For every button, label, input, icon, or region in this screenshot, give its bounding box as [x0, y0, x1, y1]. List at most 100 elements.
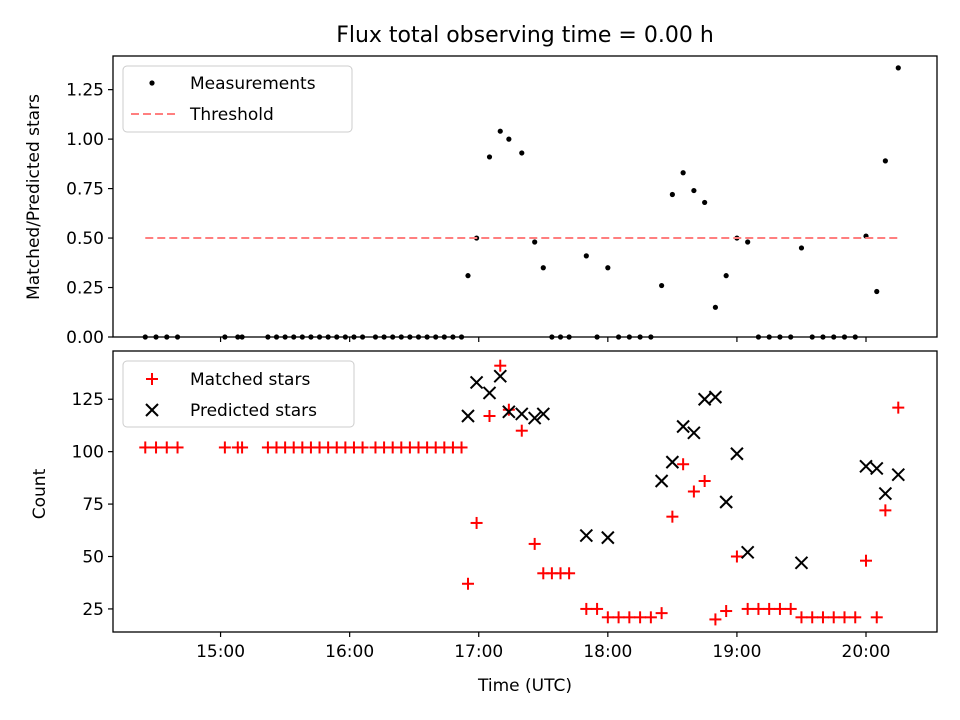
predicted-star-point	[859, 459, 873, 474]
top-legend: Measurements Threshold	[122, 65, 353, 133]
top-y-tick-label: 0.50	[66, 229, 104, 249]
matched-star-point	[698, 475, 711, 488]
x-tick-label: 18:00	[583, 642, 632, 662]
legend-label-threshold: Threshold	[189, 105, 274, 125]
predicted-star-point	[719, 495, 733, 509]
matched-star-point	[816, 611, 829, 624]
predicted-star-point	[665, 455, 680, 469]
matched-star-point	[528, 537, 541, 550]
matched-star-point	[455, 441, 468, 454]
x-tick-label: 15:00	[196, 642, 245, 662]
matched-star-point	[827, 611, 840, 624]
bottom-legend: Matched stars Predicted stars	[122, 360, 355, 428]
ratio-panel: Flux total observing time = 0.00 h Match…	[24, 23, 938, 348]
matched-star-point	[644, 611, 657, 624]
top-axes-frame	[112, 55, 938, 338]
predicted-star-point	[740, 545, 755, 560]
matched-star-point	[879, 504, 892, 517]
measurement-point	[895, 65, 901, 71]
predicted-star-point	[469, 375, 484, 390]
predicted-star-point	[870, 461, 884, 476]
measurement-point	[691, 187, 697, 194]
legend-label-matched: Matched stars	[190, 370, 310, 390]
chart-title: Flux total observing time = 0.00 h	[336, 23, 714, 48]
measurement-point	[605, 265, 611, 271]
matched-star-point	[150, 441, 163, 454]
top-y-tick-label: 0.25	[66, 279, 104, 299]
matched-star-point	[666, 510, 679, 523]
legend-label-measurements: Measurements	[190, 74, 316, 94]
bottom-y-tick-label: 25	[82, 600, 104, 620]
matched-star-point	[720, 605, 733, 618]
bottom-y-tick-label: 50	[82, 548, 104, 568]
matched-star-point	[752, 602, 765, 615]
measurement-point	[669, 191, 675, 198]
matched-star-point	[218, 441, 231, 454]
top-y-axis-label: Matched/Predicted stars	[24, 94, 44, 300]
measurement-point	[506, 136, 512, 142]
predicted-star-point	[527, 411, 542, 425]
count-panel: Count Time (UTC) 25 50 75 100 125 15:00 16:00 1…	[30, 350, 938, 696]
bottom-plot-marks	[139, 359, 905, 626]
x-tick-label: 16:00	[325, 642, 374, 662]
predicted-star-point	[536, 407, 550, 421]
matched-star-point	[580, 602, 593, 615]
x-tick-label: 20:00	[842, 642, 891, 662]
measurement-point	[497, 128, 503, 134]
measurement-point	[874, 288, 880, 295]
matched-star-point	[139, 441, 152, 454]
matched-star-point	[806, 611, 819, 624]
matched-star-point	[461, 577, 474, 590]
matched-legend-marker	[146, 373, 158, 385]
measurements-legend-marker	[149, 80, 155, 86]
matched-star-point	[655, 607, 668, 620]
matched-star-point	[591, 602, 604, 615]
matched-star-point	[784, 602, 797, 615]
measurement-point	[465, 273, 471, 279]
matched-star-point	[709, 613, 722, 626]
top-y-tick-label: 0.75	[66, 180, 104, 200]
matched-star-point	[623, 611, 636, 624]
top-y-tick-label: 0.00	[66, 328, 104, 348]
predicted-star-point	[579, 528, 594, 543]
matched-star-point	[470, 516, 483, 529]
x-tick-label: 19:00	[712, 642, 761, 662]
bottom-y-tick-label: 125	[72, 390, 104, 410]
x-tick-label: 17:00	[454, 642, 503, 662]
bottom-axes-frame	[112, 350, 938, 633]
top-y-tick-label: 1.25	[66, 81, 104, 101]
top-axis-ticks: 0.00 0.25 0.50 0.75 1.00 1.25	[66, 81, 867, 348]
matched-star-point	[515, 424, 528, 437]
predicted-star-point	[461, 409, 475, 423]
matched-star-point	[171, 441, 184, 454]
matched-star-point	[795, 611, 808, 624]
matched-star-point	[892, 401, 905, 414]
measurement-point	[486, 154, 493, 160]
matched-star-point	[773, 602, 786, 615]
top-plot-marks	[142, 65, 901, 340]
bottom-y-tick-label: 100	[72, 443, 104, 463]
bottom-axis-ticks: 25 50 75 100 125 15:00 16:00 17:00 18:00 19:00 20:…	[72, 390, 891, 662]
measurement-point	[583, 253, 589, 259]
top-y-tick-label: 1.00	[66, 130, 104, 150]
bottom-legend-box	[122, 360, 355, 428]
predicted-star-point	[482, 386, 497, 400]
matched-star-point	[687, 485, 700, 498]
bottom-y-tick-label: 75	[82, 495, 104, 515]
measurement-point	[540, 265, 546, 271]
measurement-point	[702, 199, 708, 206]
bottom-y-axis-label: Count	[30, 468, 50, 519]
predicted-star-point	[878, 486, 893, 501]
predicted-star-point	[697, 392, 712, 406]
matched-star-point	[483, 410, 496, 423]
top-legend-box	[122, 65, 353, 133]
matched-star-point	[612, 611, 625, 624]
matched-star-point	[763, 602, 776, 615]
predicted-star-point	[794, 556, 809, 570]
matched-star-point	[677, 458, 690, 471]
matched-star-point	[236, 441, 249, 454]
predicted-star-point	[687, 426, 701, 440]
predicted-star-point	[708, 390, 723, 404]
predicted-star-point	[515, 407, 529, 421]
